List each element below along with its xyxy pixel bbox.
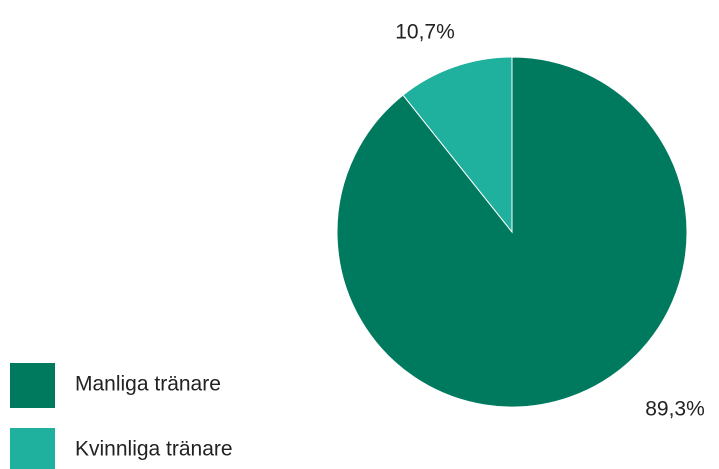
slice-label: 89,3% bbox=[645, 398, 705, 421]
legend-swatch bbox=[10, 363, 55, 408]
pie-slice bbox=[402, 56, 513, 234]
legend-label: Kvinnliga tränare bbox=[75, 438, 233, 461]
legend-swatch bbox=[10, 428, 55, 469]
slice-label: 10,7% bbox=[395, 21, 455, 44]
legend-label: Manliga tränare bbox=[75, 373, 221, 396]
